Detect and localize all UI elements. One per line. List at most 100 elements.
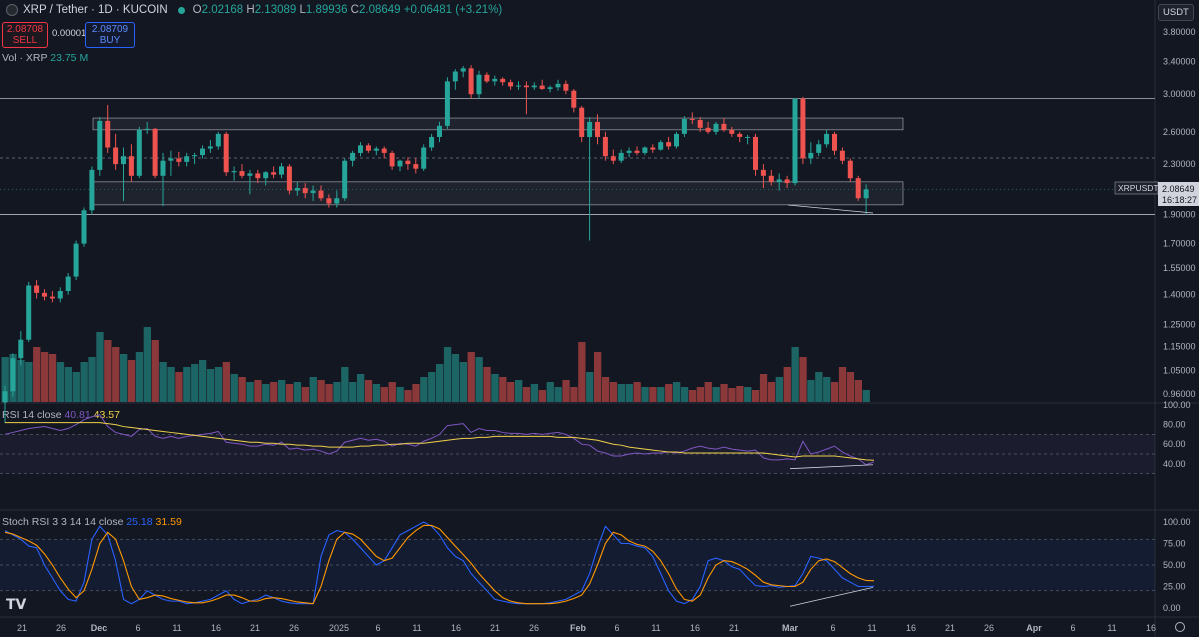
candle-body — [855, 178, 861, 199]
volume-bar — [451, 354, 460, 402]
candle-body — [587, 121, 593, 137]
ohlc-readout: O2.02168 H2.13089 L1.89936 C2.08649 +0.0… — [192, 4, 503, 16]
candle-body — [26, 285, 32, 340]
volume-value: 23.75 M — [50, 52, 89, 64]
volume-bar — [1, 357, 9, 402]
rsi-tick: 40.00 — [1163, 459, 1186, 469]
candle-body — [113, 147, 119, 165]
volume-bar — [554, 387, 562, 402]
buy-button[interactable]: 2.08709 BUY — [85, 22, 135, 48]
time-tick: 16 — [1146, 623, 1156, 633]
rsi-tick: 100.00 — [1163, 400, 1191, 410]
rsi-divergence-line — [789, 464, 874, 470]
volume-bar — [815, 372, 823, 402]
candle-body — [847, 160, 853, 179]
time-tick: 21 — [17, 623, 27, 633]
settings-gear-icon[interactable] — [1175, 622, 1185, 632]
candle-body — [437, 125, 442, 137]
price-tick: 1.55000 — [1163, 263, 1196, 273]
volume-bar — [688, 390, 697, 402]
volume-bar — [673, 382, 681, 402]
candle-body — [381, 148, 387, 153]
rsi-legend[interactable]: RSI 14 close 40.81 43.57 — [2, 409, 120, 421]
price-tick: 3.80000 — [1163, 27, 1196, 37]
candle-body — [121, 156, 126, 165]
candle-body — [729, 129, 735, 134]
candle-body — [816, 144, 822, 153]
candle-body — [642, 147, 648, 153]
time-tick: 6 — [830, 623, 835, 633]
candle-body — [334, 198, 340, 204]
rsi-tick: 80.00 — [1163, 420, 1186, 430]
candle-body — [776, 179, 782, 182]
volume-bar — [728, 388, 736, 402]
volume-bar — [191, 364, 199, 402]
divergence-line — [787, 204, 874, 214]
candle-body — [318, 190, 324, 199]
time-tick: 11 — [651, 623, 660, 633]
volume-bar — [388, 382, 396, 402]
time-tick: Apr — [1026, 623, 1042, 633]
volume-bar — [759, 374, 768, 402]
candle-body — [373, 148, 379, 151]
volume-bar — [586, 372, 594, 402]
volume-bar — [396, 387, 404, 402]
volume-bar — [633, 382, 641, 402]
candle-body — [768, 175, 774, 182]
candle-body — [49, 296, 55, 299]
volume-bar — [278, 380, 286, 402]
candle-body — [508, 82, 514, 87]
volume-bar — [183, 367, 191, 402]
volume-bar — [72, 372, 80, 402]
volume-bar — [507, 382, 515, 402]
currency-selector[interactable]: USDT — [1158, 4, 1194, 21]
sell-button[interactable]: 2.08708 SELL — [2, 22, 48, 48]
candle-body — [784, 179, 790, 184]
buy-label: BUY — [99, 35, 121, 46]
volume-bar — [380, 387, 388, 402]
symbol-title[interactable]: XRP / Tether · 1D · KUCOIN O2.02168 H2.1… — [6, 4, 502, 16]
symbol-label: XRP / Tether · 1D · KUCOIN — [23, 4, 168, 16]
candle-body — [231, 171, 237, 173]
volume-legend[interactable]: Vol · XRP 23.75 M — [2, 52, 88, 64]
volume-bar — [404, 390, 412, 402]
price-tick: 1.15000 — [1163, 341, 1196, 351]
volume-bar — [309, 377, 317, 402]
candle-body — [792, 98, 798, 184]
candle-body — [302, 188, 308, 194]
time-tick: 11 — [412, 623, 421, 633]
volume-bar — [48, 354, 57, 402]
time-tick: 11 — [1107, 623, 1116, 633]
stoch-d-value: 31.59 — [155, 516, 182, 528]
candle-body — [358, 145, 363, 153]
time-tick: 26 — [984, 623, 994, 633]
candle-body — [429, 136, 435, 148]
volume-bar — [649, 387, 657, 402]
time-tick: 16 — [690, 623, 700, 633]
price-tick: 3.40000 — [1163, 56, 1196, 66]
price-tick: 2.30000 — [1163, 159, 1196, 169]
candle-body — [626, 150, 632, 153]
candle-body — [650, 147, 656, 150]
candle-body — [342, 160, 348, 199]
candle-body — [658, 142, 664, 150]
price-tick: 1.70000 — [1163, 239, 1196, 249]
candle-body — [405, 160, 411, 165]
stoch-legend[interactable]: Stoch RSI 3 3 14 14 close 25.18 31.59 — [2, 516, 182, 528]
tradingview-logo-icon[interactable]: TV — [6, 597, 27, 613]
volume-bar — [467, 352, 475, 402]
stoch-k-value: 25.18 — [126, 516, 153, 528]
volume-bar — [665, 384, 673, 402]
candle-body — [839, 150, 845, 161]
time-tick: 26 — [56, 623, 66, 633]
candle-body — [160, 160, 166, 176]
volume-bar — [17, 360, 25, 402]
volume-bar — [96, 332, 104, 402]
candle-body — [737, 133, 743, 137]
volume-bar — [799, 357, 807, 402]
candle-body — [563, 83, 569, 91]
volume-bar — [617, 384, 625, 402]
candle-body — [444, 81, 450, 126]
volume-bar — [562, 380, 570, 402]
